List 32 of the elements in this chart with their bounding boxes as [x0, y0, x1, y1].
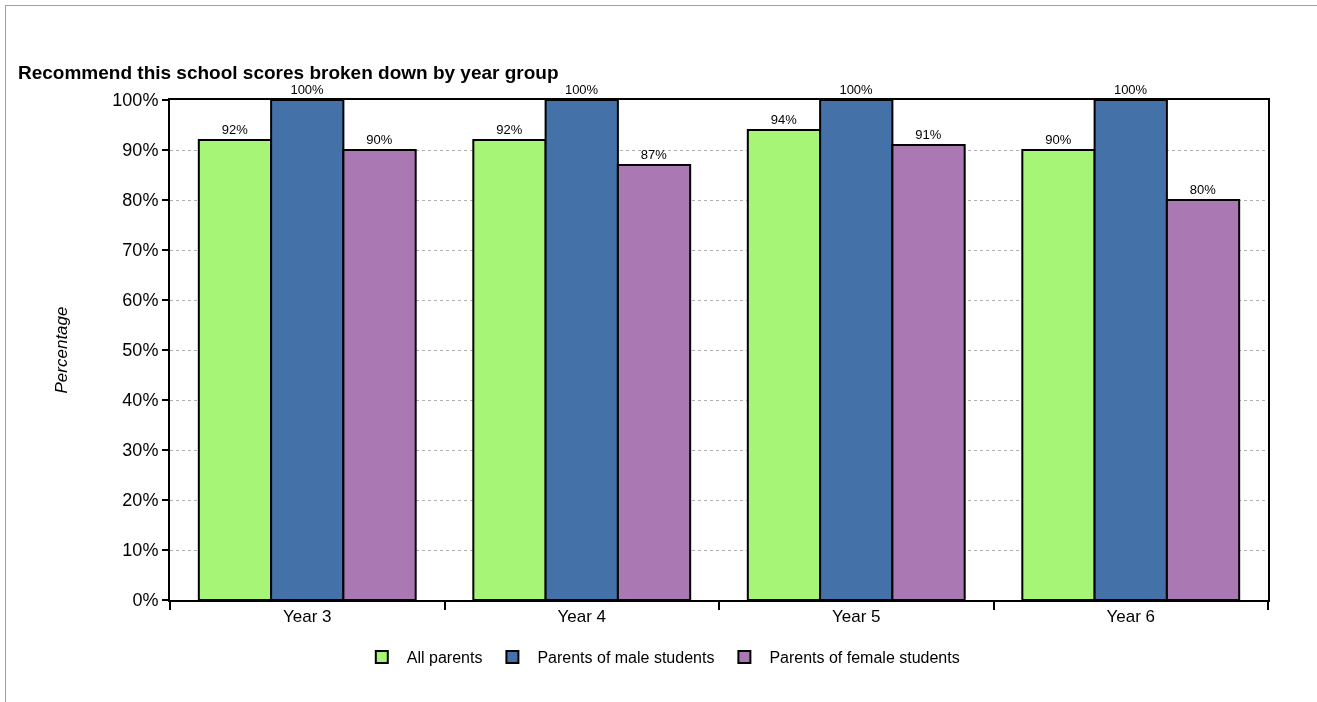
y-tick-label: 90% [122, 140, 159, 161]
data-label: 92% [496, 122, 523, 137]
y-tick-label: 100% [112, 90, 159, 111]
y-tick-label: 70% [122, 240, 159, 261]
data-label: 100% [564, 82, 599, 97]
y-tick-label: 60% [122, 290, 159, 311]
x-tick-label: Year 6 [1106, 607, 1156, 627]
y-axis-title: Percentage [52, 306, 72, 394]
legend-label: Parents of female students [769, 649, 960, 667]
data-label: 91% [915, 127, 942, 142]
y-tick-label: 50% [122, 340, 159, 361]
y-tick-label: 40% [122, 390, 159, 411]
data-label: 92% [221, 122, 249, 137]
y-tick-label: 10% [122, 540, 159, 561]
y-tick-label: 80% [122, 190, 159, 211]
y-tick-label: 20% [122, 490, 159, 511]
x-tick-label: Year 4 [557, 607, 607, 627]
data-label: 87% [640, 147, 668, 162]
data-label: 94% [770, 112, 798, 127]
chart-title: Recommend this school scores broken down by year group [18, 61, 559, 83]
x-tick-label: Year 3 [282, 607, 332, 627]
y-tick-label: 30% [122, 440, 159, 461]
data-label: 80% [1189, 182, 1217, 197]
data-label: 100% [290, 82, 325, 97]
legend-label: All parents [406, 649, 483, 667]
x-tick-label: Year 5 [831, 607, 881, 627]
y-tick-label: 0% [132, 590, 159, 611]
data-label: 100% [839, 82, 874, 97]
data-label: 90% [366, 132, 393, 147]
legend-label: Parents of male students [537, 649, 715, 667]
data-label: 90% [1045, 132, 1072, 147]
data-label: 100% [1113, 82, 1148, 97]
